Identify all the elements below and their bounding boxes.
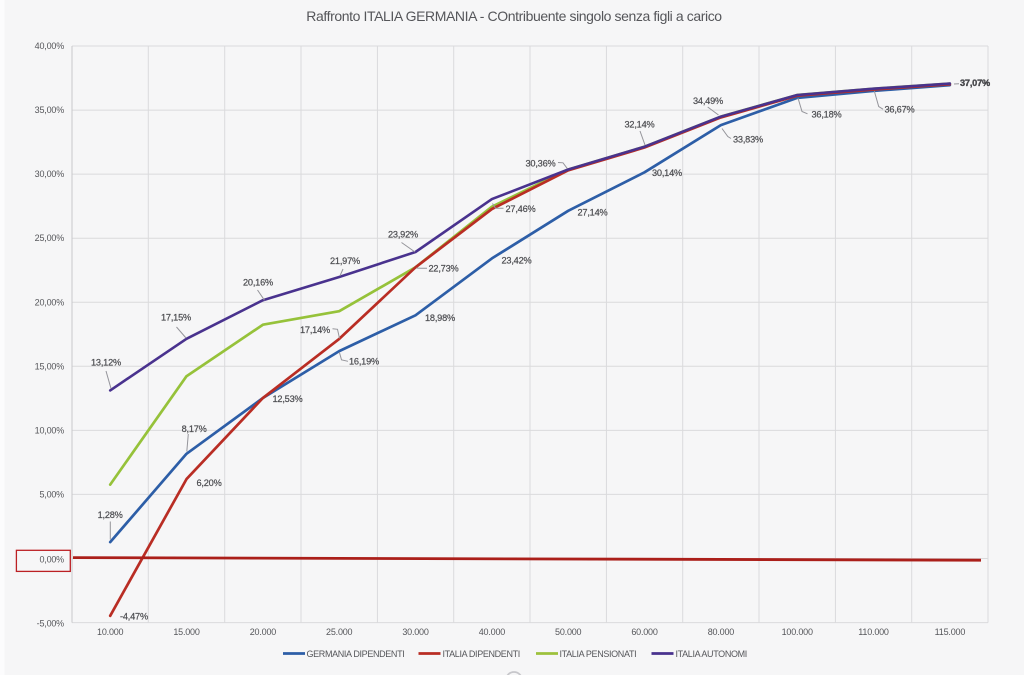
svg-text:34,49%: 34,49% (693, 96, 723, 106)
svg-text:60.000: 60.000 (631, 627, 658, 637)
svg-text:27,46%: 27,46% (506, 204, 536, 214)
svg-text:6,20%: 6,20% (197, 478, 222, 488)
svg-text:12,53%: 12,53% (273, 394, 303, 404)
svg-text:40.000: 40.000 (479, 627, 506, 637)
svg-text:ITALIA AUTONOMI: ITALIA AUTONOMI (676, 649, 747, 659)
svg-text:30,36%: 30,36% (526, 158, 556, 168)
svg-text:5,00%: 5,00% (39, 489, 64, 499)
svg-text:20,16%: 20,16% (243, 278, 273, 288)
svg-text:25.000: 25.000 (326, 627, 353, 637)
svg-text:37,07%: 37,07% (960, 78, 990, 88)
svg-text:17,15%: 17,15% (161, 313, 191, 323)
svg-text:15.000: 15.000 (173, 627, 200, 637)
svg-text:30.000: 30.000 (402, 627, 429, 637)
svg-text:8,17%: 8,17% (182, 424, 207, 434)
svg-text:20,00%: 20,00% (35, 297, 65, 307)
svg-text:36,67%: 36,67% (885, 104, 915, 114)
svg-text:100.000: 100.000 (782, 627, 813, 637)
svg-text:15,00%: 15,00% (35, 361, 65, 371)
svg-text:10.000: 10.000 (97, 627, 124, 637)
svg-text:20.000: 20.000 (250, 627, 277, 637)
svg-text:16,19%: 16,19% (349, 357, 379, 367)
svg-text:33,83%: 33,83% (733, 135, 763, 145)
svg-text:36,18%: 36,18% (812, 109, 842, 119)
svg-text:17,14%: 17,14% (300, 325, 330, 335)
svg-text:23,42%: 23,42% (502, 255, 532, 265)
svg-text:50.000: 50.000 (555, 627, 582, 637)
svg-text:22,73%: 22,73% (429, 264, 459, 274)
svg-text:30,14%: 30,14% (652, 168, 682, 178)
svg-text:30,00%: 30,00% (35, 169, 65, 179)
svg-text:18,98%: 18,98% (425, 313, 455, 323)
svg-text:40,00%: 40,00% (35, 41, 65, 51)
svg-text:-4,47%: -4,47% (120, 612, 148, 622)
svg-text:0,00%: 0,00% (39, 555, 64, 565)
svg-text:1,28%: 1,28% (98, 510, 123, 520)
svg-text:32,14%: 32,14% (625, 120, 655, 130)
svg-text:13,12%: 13,12% (91, 357, 121, 367)
svg-text:ITALIA PENSIONATI: ITALIA PENSIONATI (560, 649, 637, 659)
svg-text:-5,00%: -5,00% (37, 619, 65, 629)
svg-text:110.000: 110.000 (858, 627, 889, 637)
svg-text:Raffronto ITALIA GERMANIA - CO: Raffronto ITALIA GERMANIA - COntribuente… (306, 8, 722, 24)
svg-text:ITALIA DIPENDENTI: ITALIA DIPENDENTI (443, 649, 520, 659)
svg-text:21,97%: 21,97% (330, 256, 360, 266)
svg-text:23,92%: 23,92% (388, 230, 418, 240)
svg-text:27,14%: 27,14% (578, 208, 608, 218)
svg-text:115.000: 115.000 (935, 627, 966, 637)
svg-text:80.000: 80.000 (708, 627, 735, 637)
svg-text:GERMANIA DIPENDENTI: GERMANIA DIPENDENTI (307, 649, 405, 659)
svg-text:10,00%: 10,00% (35, 425, 65, 435)
svg-text:25,00%: 25,00% (35, 233, 65, 243)
svg-text:35,00%: 35,00% (35, 105, 65, 115)
